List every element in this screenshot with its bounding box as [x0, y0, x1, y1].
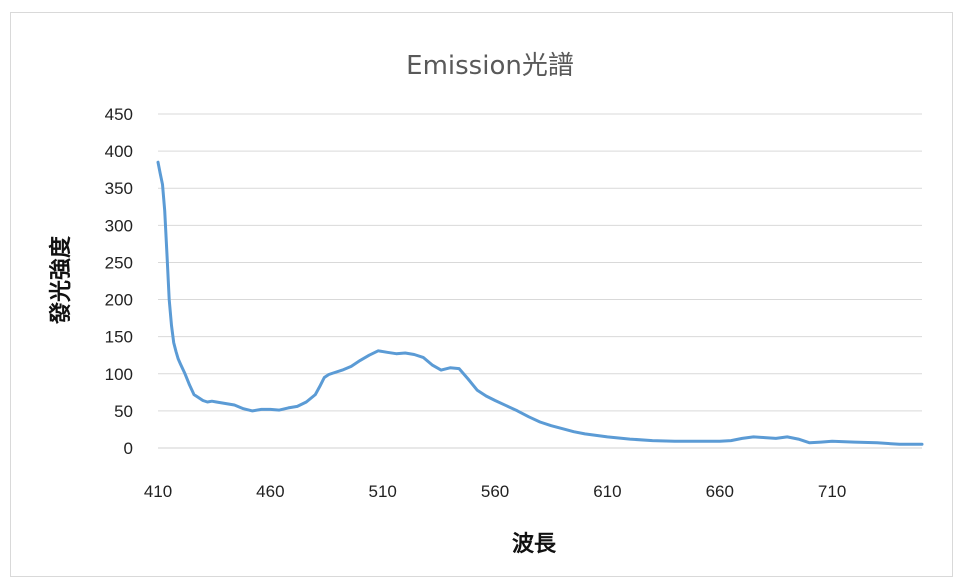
gridlines: [158, 113, 922, 412]
y-tick-label: 300: [105, 216, 133, 235]
y-tick-label: 350: [105, 179, 133, 198]
x-tick-label: 460: [256, 482, 284, 501]
x-tick-label: 510: [369, 482, 397, 501]
y-tick-label: 50: [114, 402, 133, 421]
y-tick-label: 450: [105, 105, 133, 124]
y-tick-label: 200: [105, 291, 133, 310]
y-tick-label: 150: [105, 328, 133, 347]
x-tick-label: 660: [706, 482, 734, 501]
y-tick-labels: 0 50 100 150 200 250 300 350 400 450: [105, 105, 133, 458]
x-tick-label: 410: [144, 482, 172, 501]
y-tick-label: 0: [124, 439, 133, 458]
x-axis-title: 波長: [512, 532, 557, 557]
y-tick-label: 400: [105, 142, 133, 161]
x-tick-label: 710: [818, 482, 846, 501]
y-tick-label: 250: [105, 253, 133, 272]
x-tick-label: 560: [481, 482, 509, 501]
chart-title: Emission光譜: [406, 51, 574, 81]
chart-frame: [10, 12, 953, 577]
series-line: [156, 160, 924, 446]
y-axis-title: 發光強度: [48, 235, 74, 325]
y-tick-label: 100: [105, 365, 133, 384]
x-tick-label: 610: [593, 482, 621, 501]
x-tick-labels: 410 460 510 560 610 660 710: [144, 482, 846, 501]
